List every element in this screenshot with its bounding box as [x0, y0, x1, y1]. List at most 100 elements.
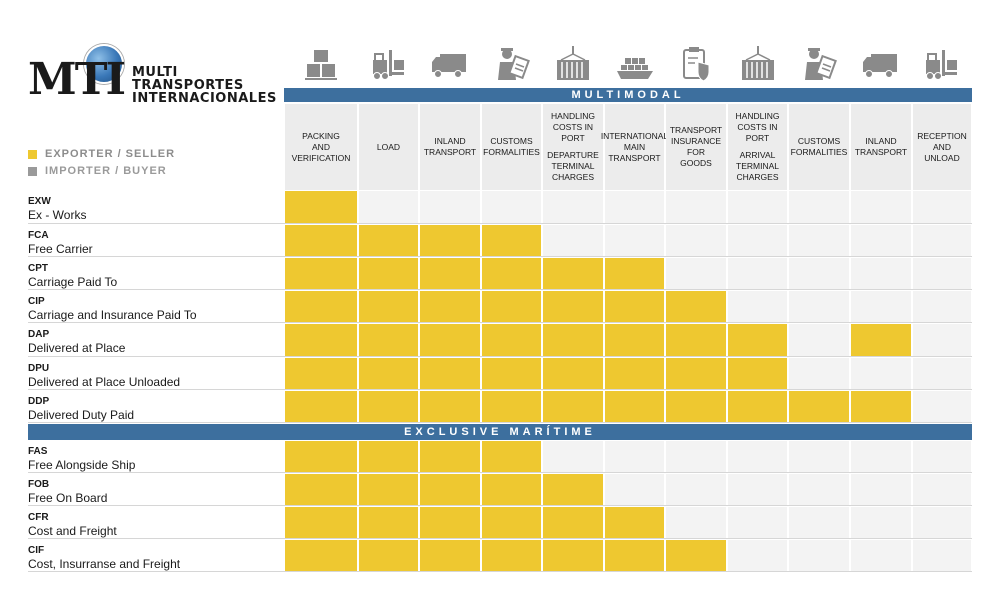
- column-header-line: INSURANCE: [670, 136, 722, 146]
- column-header-sub-line: TERMINAL: [551, 161, 595, 171]
- cell-exporter: [482, 225, 541, 256]
- cell-exporter: [482, 474, 541, 505]
- incoterm-code: DPU: [28, 363, 50, 374]
- cell-importer: [605, 474, 664, 505]
- cell-exporter: [482, 291, 541, 322]
- legend-importer-swatch: [28, 166, 37, 176]
- column-header-title: CUSTOMS FORMALITIES: [791, 136, 848, 158]
- column-header-title: HANDLING COSTS IN PORT: [730, 111, 785, 144]
- incoterm-row-dap: DAP Delivered at Place: [28, 329, 284, 355]
- cell-exporter: [605, 391, 664, 422]
- column-header-line: COSTS IN PORT: [552, 122, 594, 143]
- cell-importer: [482, 191, 541, 223]
- column-header-title: INLAND TRANSPORT: [855, 136, 907, 158]
- column-header-subtitle: DEPARTURE TERMINAL CHARGES: [547, 150, 599, 183]
- incoterm-name: Carriage Paid To: [28, 275, 118, 289]
- column-header-title: RECEPTION AND UNLOAD: [917, 131, 967, 164]
- row-divider: [28, 356, 972, 357]
- cell-exporter: [482, 324, 541, 356]
- customs-officer-icon: [799, 44, 839, 84]
- cell-importer: [789, 474, 849, 505]
- column-header-title: TRANSPORT INSURANCE FOR GOODS: [670, 125, 722, 169]
- cell-importer: [359, 191, 418, 223]
- column-header-line: TRANSPORT: [669, 125, 723, 135]
- cell-exporter: [359, 258, 418, 289]
- column-header-6: TRANSPORT INSURANCE FOR GOODS: [666, 104, 726, 190]
- cell-exporter: [359, 474, 418, 505]
- column-header-line: AND: [933, 141, 951, 152]
- forklift-icon: [369, 44, 409, 84]
- cell-importer: [851, 291, 911, 322]
- cell-exporter: [482, 258, 541, 289]
- cell-exporter: [285, 507, 357, 538]
- column-header-sub-line: TERMINAL: [736, 161, 779, 171]
- column-header-line: GOODS: [680, 158, 712, 168]
- cell-importer: [789, 441, 849, 472]
- cell-exporter: [789, 391, 849, 422]
- column-header-9: INLAND TRANSPORT: [851, 104, 911, 190]
- row-divider: [28, 223, 972, 224]
- column-header-line: FOR: [687, 147, 705, 157]
- logo-line-2: TRANSPORTES: [132, 78, 244, 93]
- cell-exporter: [543, 391, 603, 422]
- incoterm-name: Carriage and Insurance Paid To: [28, 308, 197, 322]
- column-header-title: LOAD: [377, 142, 400, 153]
- column-header-title: CUSTOMS FORMALITIES: [483, 136, 540, 158]
- cell-exporter: [285, 258, 357, 289]
- cell-importer: [851, 258, 911, 289]
- incoterm-name: Free On Board: [28, 491, 108, 505]
- column-header-line: TRANSPORT: [854, 147, 908, 157]
- cell-exporter: [285, 441, 357, 472]
- cell-exporter: [285, 474, 357, 505]
- cell-importer: [913, 474, 971, 505]
- column-header-line: FORMALITIES: [790, 147, 848, 157]
- cell-importer: [913, 391, 971, 422]
- cell-exporter: [666, 540, 726, 571]
- container-crane-icon: [738, 44, 778, 84]
- cell-importer: [543, 441, 603, 472]
- incoterm-row-cip: CIP Carriage and Insurance Paid To: [28, 296, 284, 322]
- cell-importer: [913, 441, 971, 472]
- cell-exporter: [543, 507, 603, 538]
- cell-importer: [913, 291, 971, 322]
- row-divider: [28, 322, 972, 323]
- incoterm-name: Cost, Insurranse and Freight: [28, 557, 181, 571]
- cell-exporter: [359, 324, 418, 356]
- incoterm-name: Delivered Duty Paid: [28, 408, 135, 422]
- cell-exporter: [605, 540, 664, 571]
- boxes-icon: [301, 44, 341, 84]
- incoterm-row-fca: FCA Free Carrier: [28, 230, 284, 256]
- column-header-line: VERIFICATION: [291, 152, 351, 163]
- cell-exporter: [482, 358, 541, 389]
- cell-importer: [789, 225, 849, 256]
- logo-line-1: MULTI: [132, 65, 178, 80]
- cell-importer: [666, 225, 726, 256]
- column-header-line: TRANSPORT: [608, 152, 661, 163]
- cell-importer: [666, 507, 726, 538]
- incoterm-code: FCA: [28, 230, 49, 241]
- cell-exporter: [420, 291, 480, 322]
- incoterm-row-cpt: CPT Carriage Paid To: [28, 263, 284, 289]
- cell-exporter: [420, 391, 480, 422]
- cell-importer: [913, 358, 971, 389]
- legend: EXPORTER / SELLER IMPORTER / BUYER: [28, 146, 175, 180]
- container-crane-icon: [553, 44, 593, 84]
- cell-importer: [789, 358, 849, 389]
- cell-exporter: [420, 324, 480, 356]
- column-header-title: INLAND TRANSPORT: [424, 136, 476, 158]
- column-header-line: COSTS IN PORT: [737, 122, 778, 143]
- column-header-10: RECEPTION AND UNLOAD: [913, 104, 971, 190]
- cell-importer: [605, 191, 664, 223]
- cell-importer: [851, 191, 911, 223]
- column-header-8: CUSTOMS FORMALITIES: [789, 104, 849, 190]
- incoterm-code: DAP: [28, 329, 50, 340]
- row-divider: [28, 422, 972, 423]
- cell-importer: [851, 540, 911, 571]
- section-bar-maritime: EXCLUSIVE MARÍTIME: [28, 424, 972, 440]
- cell-importer: [666, 441, 726, 472]
- cell-exporter: [543, 474, 603, 505]
- cell-importer: [728, 474, 787, 505]
- logo-letters: MTI: [28, 54, 126, 105]
- incoterm-row-cfr: CFR Cost and Freight: [28, 512, 284, 538]
- column-header-sub-line: ARRIVAL: [739, 150, 776, 160]
